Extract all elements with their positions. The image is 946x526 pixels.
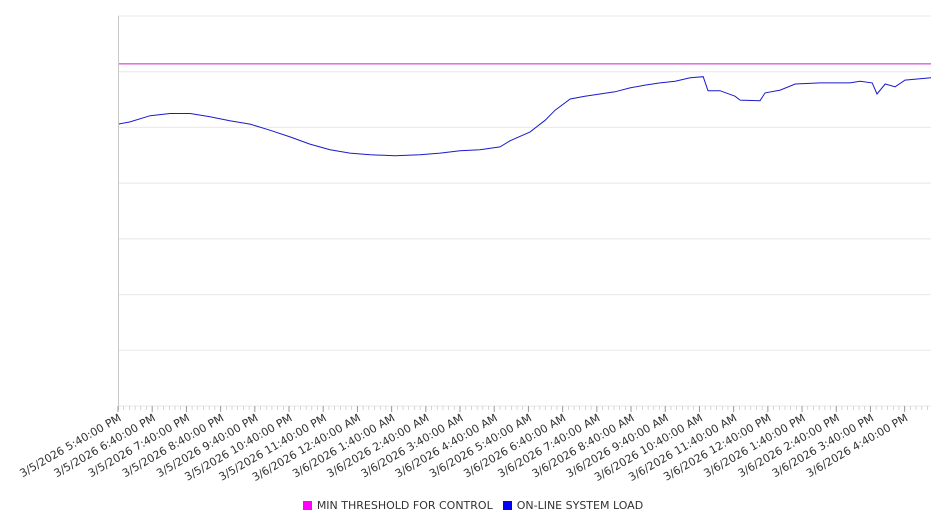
legend: MIN THRESHOLD FOR CONTROL ON-LINE SYSTEM… [0,499,946,512]
legend-swatch [502,501,512,510]
legend-label: ON-LINE SYSTEM LOAD [516,499,644,512]
system-load-line [117,76,932,157]
legend-swatch [302,501,312,510]
legend-label: MIN THRESHOLD FOR CONTROL [316,499,493,512]
legend-item-load[interactable]: ON-LINE SYSTEM LOAD [502,499,644,512]
series-lines [117,63,932,157]
gridlines [118,15,931,407]
legend-item-threshold[interactable]: MIN THRESHOLD FOR CONTROL [302,499,493,512]
